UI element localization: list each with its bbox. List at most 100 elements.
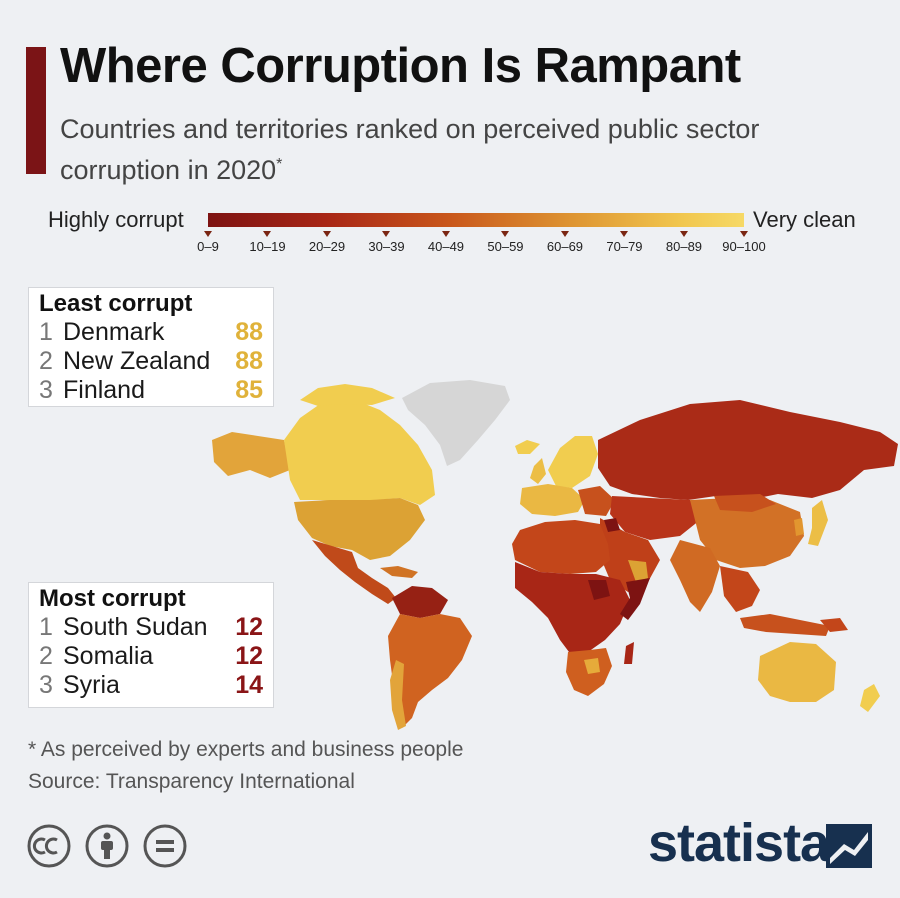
rank-number: 3 (39, 671, 53, 699)
tick-marker-icon (263, 231, 272, 237)
region-syria (604, 518, 620, 532)
most-corrupt-row: 1 South Sudan 12 (39, 613, 263, 642)
most-corrupt-heading: Most corrupt (39, 585, 186, 612)
legend-tick-label: 30–39 (368, 239, 405, 254)
tick-marker-icon (560, 231, 569, 237)
country-name: Denmark (63, 318, 165, 346)
region-usa (294, 498, 425, 560)
tick-marker-icon (679, 231, 688, 237)
no-derivatives-icon[interactable] (142, 823, 188, 869)
statista-logo-icon[interactable] (826, 824, 872, 868)
legend-tick-label: 60–69 (546, 239, 584, 254)
region-greenland (402, 380, 510, 466)
country-score: 88 (235, 318, 263, 346)
source-link[interactable]: Source: Transparency International (28, 770, 355, 793)
least-corrupt-row: 1 Denmark 88 (39, 318, 263, 347)
subtitle-text: Countries and territories ranked on perc… (60, 114, 760, 185)
world-map (212, 380, 898, 730)
region-papua (820, 618, 848, 632)
legend-tick-label: 90–100 (722, 239, 766, 254)
country-score: 12 (235, 642, 263, 670)
legend-tick: 60–69 (530, 231, 600, 254)
region-indonesia (740, 614, 830, 636)
region-africa-north (512, 520, 610, 574)
country-name: South Sudan (63, 613, 208, 641)
region-korea (794, 518, 804, 536)
country-name: Somalia (63, 642, 154, 670)
tick-marker-icon (740, 231, 748, 237)
legend-color-scale (208, 213, 744, 227)
creative-commons-icon[interactable] (26, 823, 72, 869)
country-score: 88 (235, 347, 263, 375)
region-mongolia (714, 494, 776, 512)
legend-tick-label: 10–19 (249, 239, 286, 254)
tick-marker-icon (322, 231, 331, 237)
legend-ticks: 0–9 10–19 20–29 30–39 40–49 50–59 60–69 … (197, 231, 766, 261)
most-corrupt-row: 2 Somalia 12 (39, 642, 263, 671)
tick-marker-icon (620, 231, 629, 237)
least-corrupt-panel: Least corrupt 1 Denmark 88 2 New Zealand 8… (28, 287, 274, 407)
tick-marker-icon (441, 231, 450, 237)
legend-tick: 70–79 (589, 231, 659, 254)
country-name: Finland (63, 376, 145, 404)
most-corrupt-panel: Most corrupt 1 South Sudan 12 2 Somalia 12… (28, 582, 274, 708)
rank-number: 2 (39, 347, 53, 375)
region-central-asia (610, 496, 700, 540)
statista-logo-text[interactable]: statista (648, 813, 830, 873)
region-europe-north (548, 436, 598, 488)
legend-tick: 50–59 (470, 231, 540, 254)
legend-high-label: Very clean (753, 207, 856, 232)
region-south-sudan (588, 580, 610, 600)
country-score: 12 (235, 613, 263, 641)
region-australia (758, 642, 836, 702)
region-alaska (212, 432, 290, 478)
legend-tick: 10–19 (232, 231, 302, 254)
rank-number: 3 (39, 376, 53, 404)
region-china (690, 498, 804, 568)
title-accent-bar (26, 47, 46, 174)
region-europe-west (520, 484, 585, 516)
region-arctic-islands (300, 384, 395, 406)
region-southeast-asia (720, 566, 760, 612)
legend-tick: 80–89 (649, 231, 719, 254)
region-botswana (584, 658, 600, 674)
region-new-zealand (860, 684, 880, 712)
tick-marker-icon (204, 231, 212, 237)
region-madagascar (624, 642, 634, 664)
tick-marker-icon (501, 231, 510, 237)
page-title: Where Corruption Is Rampant (60, 39, 741, 93)
region-europe-east (578, 486, 615, 516)
least-corrupt-heading: Least corrupt (39, 290, 193, 317)
legend-low-label: Highly corrupt (48, 207, 184, 232)
legend-tick-label: 80–89 (665, 239, 703, 254)
subtitle-footnote-mark: * (276, 156, 283, 173)
tick-marker-icon (382, 231, 391, 237)
country-score: 14 (235, 671, 263, 699)
region-india (670, 540, 720, 612)
legend-tick: 90–100 (709, 231, 779, 254)
region-caribbean (380, 566, 418, 578)
rank-number: 1 (39, 318, 53, 346)
legend-tick-label: 40–49 (427, 239, 465, 254)
rank-number: 1 (39, 613, 53, 641)
region-canada (284, 398, 435, 505)
region-central-america (312, 540, 396, 604)
legend-tick: 40–49 (411, 231, 481, 254)
region-uk (530, 458, 546, 484)
most-corrupt-row: 3 Syria 14 (39, 671, 263, 700)
region-southern-cone (390, 660, 406, 730)
region-russia (598, 400, 898, 500)
region-south-america (388, 614, 472, 728)
legend-tick-label: 70–79 (606, 239, 643, 254)
legend-tick-label: 50–59 (487, 239, 524, 254)
attribution-icon[interactable] (84, 823, 130, 869)
region-south-america-north (392, 586, 448, 618)
legend-tick: 20–29 (292, 231, 362, 254)
legend-tick-label: 20–29 (308, 239, 346, 254)
region-iceland (515, 440, 540, 454)
least-corrupt-row: 2 New Zealand 88 (39, 347, 263, 376)
country-score: 85 (235, 376, 263, 404)
rank-number: 2 (39, 642, 53, 670)
least-corrupt-row: 3 Finland 85 (39, 376, 263, 405)
legend-tick: 30–39 (351, 231, 421, 254)
